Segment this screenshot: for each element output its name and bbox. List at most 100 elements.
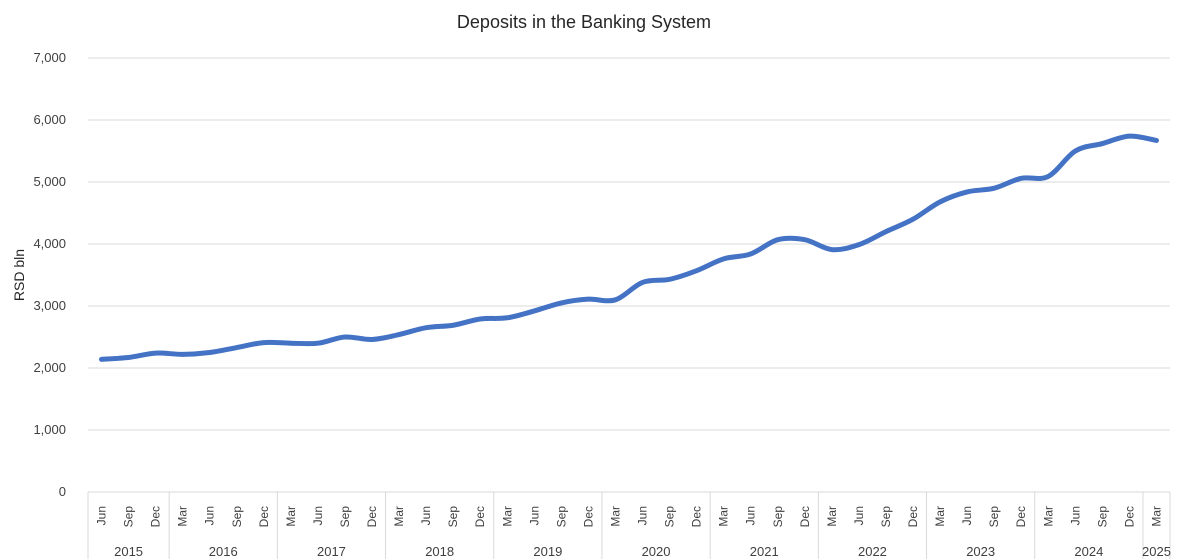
data-point [1156,140,1157,141]
data-point [1129,136,1130,137]
data-point [615,299,616,300]
year-label: 2018 [425,544,454,559]
data-point [426,327,427,328]
x-tick-label: Jun [960,506,974,525]
x-tick-label: Jun [311,506,325,525]
y-tick-label: 0 [59,484,66,499]
year-label: 2023 [966,544,995,559]
year-label: 2020 [642,544,671,559]
data-point [940,201,941,202]
year-label: 2025 [1142,544,1171,559]
x-tick-label: Mar [608,506,622,527]
year-label: 2022 [858,544,887,559]
x-tick-label: Mar [825,506,839,527]
x-tick-label: Sep [1095,506,1109,528]
x-tick-label: Sep [663,506,677,528]
data-point [669,279,670,280]
x-tick-label: Jun [419,506,433,525]
x-tick-label: Dec [906,506,920,527]
data-point [453,325,454,326]
data-point [561,302,562,303]
data-point [399,334,400,335]
data-point [317,343,318,344]
x-tick-label: Dec [257,506,271,527]
data-point [913,219,914,220]
data-point [994,188,995,189]
y-tick-label: 6,000 [33,112,66,127]
data-point [209,352,210,353]
data-point [777,239,778,240]
year-label: 2016 [209,544,238,559]
data-point [696,270,697,271]
data-point [1021,178,1022,179]
data-point [155,353,156,354]
x-tick-label: Sep [554,506,568,528]
data-point [831,249,832,250]
year-label: 2024 [1074,544,1103,559]
x-axis: Jun Sep Dec Mar Jun Sep Dec Mar Jun Sep Dec Mar Jun S… [87,492,1171,559]
x-tick-label: Dec [581,506,595,527]
data-point [290,343,291,344]
x-tick-label: Mar [717,506,731,527]
data-point [372,339,373,340]
x-tick-label: Sep [879,506,893,528]
data-point [858,244,859,245]
x-tick-label: Sep [338,506,352,528]
data-point [480,319,481,320]
data-point [804,239,805,240]
data-point [1102,143,1103,144]
x-tick-label: Mar [1149,506,1163,527]
data-point [263,342,264,343]
x-tick-label: Mar [1041,506,1055,527]
series-layer [99,133,1159,362]
y-tick-label: 5,000 [33,174,66,189]
x-tick-label: Dec [1014,506,1028,527]
series-line [99,133,1159,362]
data-point [101,359,102,360]
x-tick-label: Sep [446,506,460,528]
data-point [588,299,589,300]
x-tick-label: Jun [1068,506,1082,525]
x-tick-label: Mar [500,506,514,527]
x-tick-label: Jun [527,506,541,525]
x-tick-label: Sep [987,506,1001,528]
x-tick-label: Dec [1122,506,1136,527]
data-point [723,258,724,259]
data-point [885,231,886,232]
year-label: 2019 [533,544,562,559]
data-point [534,310,535,311]
chart-title: Deposits in the Banking System [457,12,711,32]
y-tick-label: 2,000 [33,360,66,375]
data-point [967,191,968,192]
y-tick-label: 7,000 [33,50,66,65]
data-point [182,354,183,355]
x-tick-label: Dec [690,506,704,527]
data-point [1048,176,1049,177]
gridlines [88,57,1170,493]
y-tick-labels: 0 1,000 2,000 3,000 4,000 5,000 6,000 7,000 [33,50,66,499]
x-tick-label: Jun [203,506,217,525]
year-label: 2021 [750,544,779,559]
y-tick-label: 4,000 [33,236,66,251]
x-tick-label: Mar [284,506,298,527]
x-tick-label: Sep [230,506,244,528]
x-tick-label: Jun [744,506,758,525]
year-label: 2015 [114,544,143,559]
x-tick-label: Jun [636,506,650,525]
data-point [642,282,643,283]
x-tick-label: Dec [149,506,163,527]
data-point [750,253,751,254]
y-axis-label: RSD bln [11,249,27,301]
x-tick-label: Jun [95,506,109,525]
x-tick-label: Dec [798,506,812,527]
x-tick-label: Mar [176,506,190,527]
x-tick-label: Dec [365,506,379,527]
x-tick-label: Dec [473,506,487,527]
x-tick-label: Jun [852,506,866,525]
x-tick-label: Sep [122,506,136,528]
data-point [344,337,345,338]
data-point [236,347,237,348]
y-tick-label: 3,000 [33,298,66,313]
